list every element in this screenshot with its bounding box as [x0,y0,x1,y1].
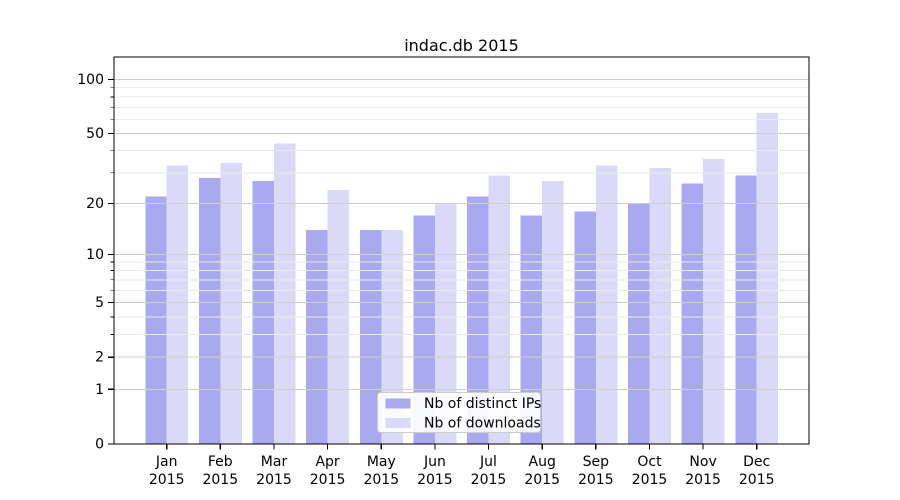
legend-swatch-nb-of-distinct-ips [385,398,411,409]
y-tick-label-0: 0 [95,437,104,453]
y-tick-label-2: 2 [95,350,104,366]
legend: Nb of distinct IPs Nb of downloads [377,392,541,433]
x-tick-label-year-dec: 2015 [739,472,775,488]
bar-nb-of-distinct-ips-jan [145,196,167,444]
x-tick-label-month-sep: Sep [583,454,610,470]
x-tick-label-month-feb: Feb [208,454,233,470]
bar-nb-of-downloads-jul [488,175,510,444]
x-tick-label-year-may: 2015 [363,472,399,488]
bar-nb-of-distinct-ips-may [359,230,382,444]
x-tick-label-month-nov: Nov [689,454,716,470]
bar-nb-of-downloads-jan [166,165,189,444]
bar-nb-of-distinct-ips-nov [681,183,704,444]
x-tick-label-year-nov: 2015 [685,472,721,488]
x-tick-label-year-sep: 2015 [578,472,614,488]
bar-nb-of-downloads-nov [703,158,725,445]
bar-nb-of-downloads-may [381,230,403,444]
y-tick-label-5: 5 [95,295,104,311]
bar-nb-of-downloads-oct [649,167,671,445]
x-tick-label-month-may: May [367,454,396,470]
bar-nb-of-downloads-dec [756,113,779,444]
x-tick-label-year-oct: 2015 [632,472,668,488]
x-tick-label-month-jan: Jan [155,454,178,470]
legend-box [377,392,541,433]
x-tick-label-month-aug: Aug [529,454,556,470]
x-tick-label-year-jun: 2015 [417,472,453,488]
x-tick-label-year-apr: 2015 [310,472,346,488]
bar-nb-of-downloads-mar [274,143,296,445]
y-tick-label-20: 20 [86,196,104,212]
x-tick-label-month-oct: Oct [637,454,662,470]
bar-nb-of-distinct-ips-aug [520,215,543,444]
bar-nb-of-distinct-ips-dec [735,175,757,444]
bars-layer [145,113,779,445]
bar-nb-of-downloads-sep [595,165,618,444]
bar-nb-of-downloads-jun [434,203,457,444]
x-tick-label-year-aug: 2015 [524,472,560,488]
bar-nb-of-downloads-aug [542,180,564,445]
x-tick-label-year-jan: 2015 [149,472,185,488]
bar-nb-of-distinct-ips-apr [306,230,328,444]
y-tick-label-100: 100 [77,72,104,88]
x-tick-label-month-apr: Apr [315,454,339,470]
bar-nb-of-distinct-ips-oct [628,203,650,444]
y-tick-label-10: 10 [86,247,104,263]
grid-layer [114,79,809,390]
x-tick-label-month-mar: Mar [261,454,288,470]
bar-nb-of-downloads-feb [220,163,242,444]
axes-layer: 0 1 2 5 10 20 50 100 Jan 2015 Feb 2015 Mar 2015 Apr 201… [77,56,810,488]
legend-label-nb-of-downloads: Nb of downloads [424,416,541,432]
legend-label-nb-of-distinct-ips: Nb of distinct IPs [424,396,541,412]
x-tick-label-month-dec: Dec [743,454,770,470]
plot-border [113,56,810,445]
x-tick-label-year-mar: 2015 [256,472,292,488]
bar-nb-of-distinct-ips-mar [252,180,274,445]
x-tick-label-month-jul: Jul [479,454,497,470]
bar-nb-of-distinct-ips-jun [413,215,435,444]
y-tick-label-50: 50 [86,126,104,142]
chart-title: indac.db 2015 [404,36,519,55]
bar-nb-of-distinct-ips-jul [467,196,489,444]
x-tick-label-year-jul: 2015 [471,472,507,488]
legend-swatch-nb-of-downloads [385,418,411,428]
y-tick-label-1: 1 [95,382,104,398]
x-tick-label-year-feb: 2015 [202,472,238,488]
bar-nb-of-distinct-ips-feb [198,178,221,444]
bar-nb-of-distinct-ips-sep [574,211,596,444]
x-tick-label-month-jun: Jun [423,454,446,470]
